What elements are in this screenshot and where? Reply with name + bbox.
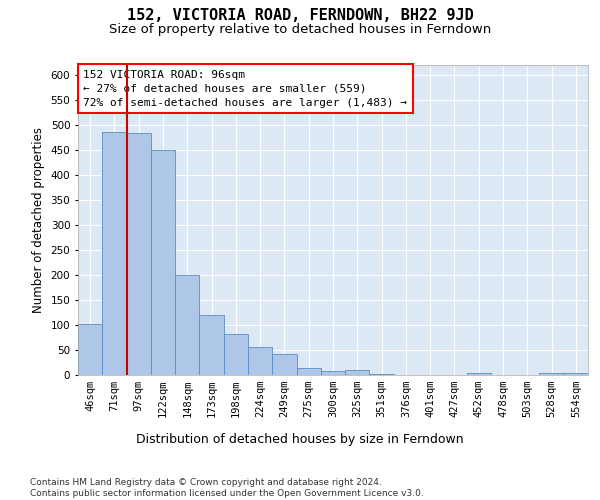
Bar xyxy=(151,150,175,375)
Bar xyxy=(248,346,272,375)
Text: 152, VICTORIA ROAD, FERNDOWN, BH22 9JD: 152, VICTORIA ROAD, FERNDOWN, BH22 9JD xyxy=(127,8,473,22)
Bar xyxy=(345,370,370,375)
Text: Distribution of detached houses by size in Ferndown: Distribution of detached houses by size … xyxy=(136,432,464,446)
Bar xyxy=(175,275,199,375)
Bar xyxy=(296,368,321,375)
Bar xyxy=(199,315,224,375)
Text: 152 VICTORIA ROAD: 96sqm
← 27% of detached houses are smaller (559)
72% of semi-: 152 VICTORIA ROAD: 96sqm ← 27% of detach… xyxy=(83,70,407,108)
Text: Contains HM Land Registry data © Crown copyright and database right 2024.
Contai: Contains HM Land Registry data © Crown c… xyxy=(30,478,424,498)
Bar xyxy=(394,374,418,375)
Text: Size of property relative to detached houses in Ferndown: Size of property relative to detached ho… xyxy=(109,22,491,36)
Bar xyxy=(272,354,296,375)
Y-axis label: Number of detached properties: Number of detached properties xyxy=(32,127,45,313)
Bar xyxy=(467,372,491,375)
Bar xyxy=(564,372,588,375)
Bar xyxy=(127,132,151,375)
Bar xyxy=(370,374,394,375)
Bar xyxy=(102,132,127,375)
Bar xyxy=(78,324,102,375)
Bar xyxy=(321,371,345,375)
Bar xyxy=(539,372,564,375)
Bar xyxy=(224,334,248,375)
